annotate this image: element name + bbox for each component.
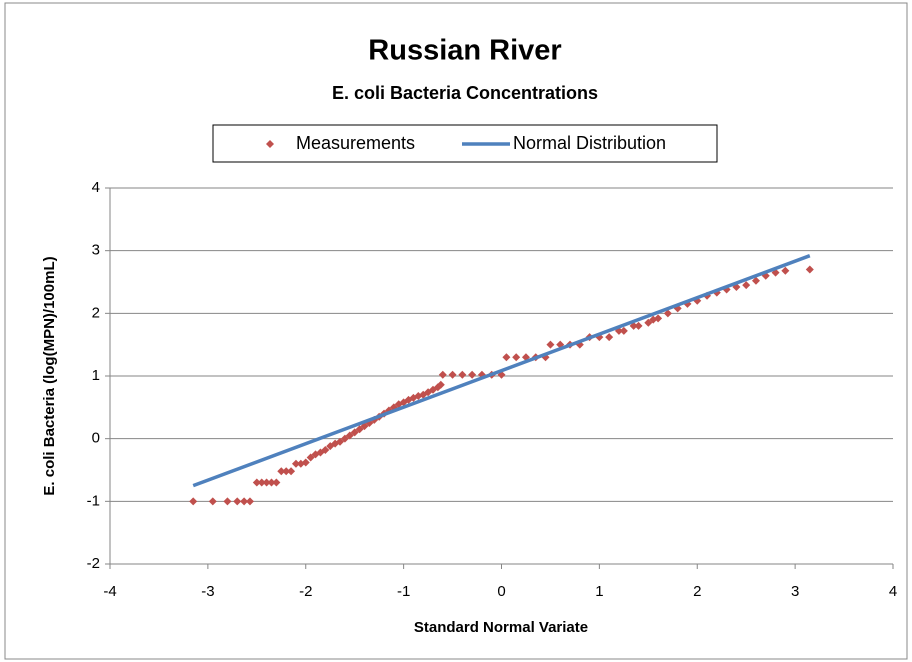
data-point (751, 276, 760, 285)
data-point (512, 353, 521, 362)
data-point (634, 321, 643, 330)
y-tick-label: -1 (87, 492, 100, 509)
data-point (805, 265, 814, 274)
x-tick-label: 0 (497, 583, 505, 600)
y-tick-label: 2 (92, 304, 100, 321)
data-point (340, 434, 349, 443)
y-axis-title: E. coli Bacteria (log(MPN)/100mL) (41, 256, 58, 495)
legend-label: Measurements (296, 133, 415, 153)
x-tick-label: 4 (889, 583, 897, 600)
y-tick-label: 3 (92, 242, 100, 259)
x-tick-label: -1 (397, 583, 410, 600)
data-point (448, 370, 457, 379)
x-tick-label: 1 (595, 583, 603, 600)
data-point (458, 370, 467, 379)
data-point (546, 340, 555, 349)
y-tick-label: 1 (92, 367, 100, 384)
chart-subtitle: E. coli Bacteria Concentrations (332, 83, 598, 103)
data-point (306, 453, 315, 462)
normal-line (192, 254, 811, 488)
data-point (267, 478, 276, 487)
data-point (282, 467, 291, 476)
data-point (208, 497, 217, 506)
data-point (742, 281, 751, 290)
data-point (605, 333, 614, 342)
legend-swatch (266, 140, 274, 148)
chart-title: Russian River (368, 35, 561, 67)
data-point (345, 431, 354, 440)
data-point (233, 497, 242, 506)
data-point (502, 353, 511, 362)
data-point (287, 467, 296, 476)
legend-label: Normal Distribution (513, 133, 666, 153)
x-tick-label: -2 (299, 583, 312, 600)
data-point (189, 497, 198, 506)
data-point (272, 478, 281, 487)
data-point (291, 459, 300, 468)
data-point (644, 318, 653, 327)
data-point (240, 497, 249, 506)
data-point (336, 437, 345, 446)
data-point (321, 445, 330, 454)
y-tick-label: -2 (87, 555, 100, 572)
data-point (301, 458, 310, 467)
data-point (438, 370, 447, 379)
x-tick-label: -4 (103, 583, 116, 600)
y-tick-label: 0 (92, 430, 100, 447)
y-tick-label: 4 (92, 179, 100, 196)
data-point (262, 478, 271, 487)
data-point (350, 428, 359, 437)
data-point (355, 425, 364, 434)
data-point (245, 497, 254, 506)
data-point (277, 467, 286, 476)
x-tick-label: 2 (693, 583, 701, 600)
data-point (257, 478, 266, 487)
x-axis-title: Standard Normal Variate (414, 619, 588, 636)
data-point (781, 266, 790, 275)
chart-frame (4, 2, 908, 660)
data-point (468, 370, 477, 379)
x-tick-label: 3 (791, 583, 799, 600)
x-tick-label: -3 (201, 583, 214, 600)
data-point (663, 309, 672, 318)
data-point (436, 380, 445, 389)
data-point (252, 478, 261, 487)
data-point (619, 326, 628, 335)
data-point (654, 314, 663, 323)
data-point (223, 497, 232, 506)
